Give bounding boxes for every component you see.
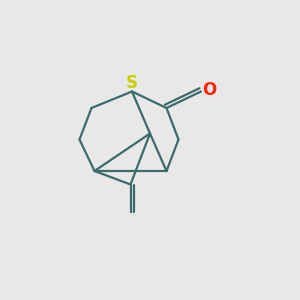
Text: S: S <box>126 74 138 92</box>
Text: O: O <box>202 81 217 99</box>
